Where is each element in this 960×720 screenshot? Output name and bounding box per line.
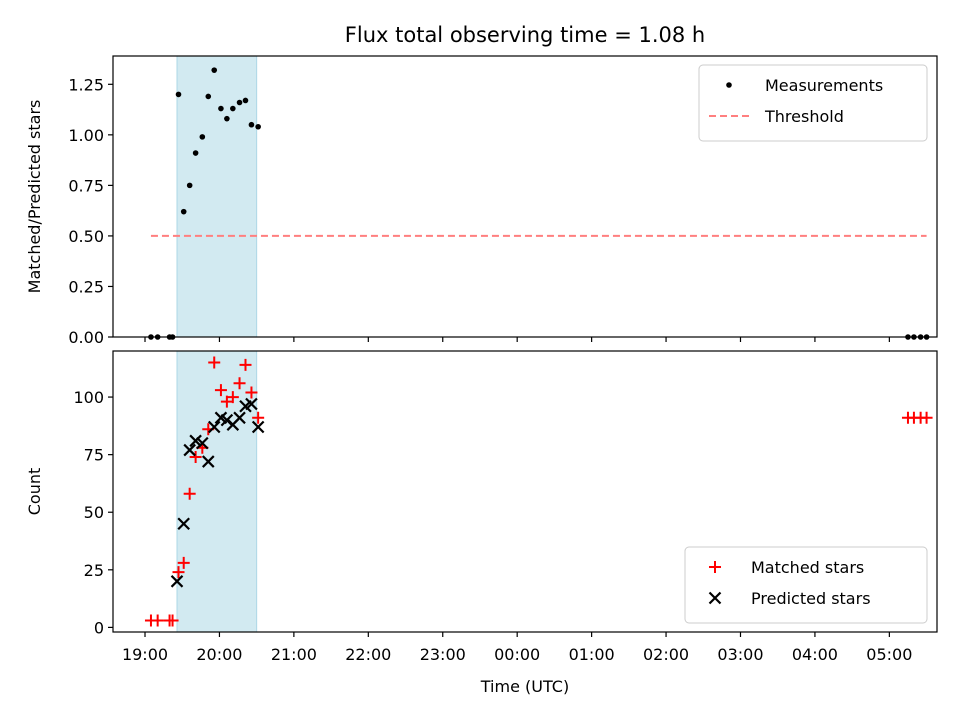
measurement-point xyxy=(255,123,261,130)
measurement-point xyxy=(230,105,236,112)
measurement-point xyxy=(218,105,224,112)
y-axis-label: Count xyxy=(25,468,44,516)
matched-star-point xyxy=(166,614,179,627)
matched-star-point xyxy=(252,411,265,424)
x-tick-label: 04:00 xyxy=(792,645,838,664)
predicted-star-point xyxy=(177,517,190,531)
y-tick-label: 0.25 xyxy=(68,277,104,296)
legend-label: Threshold xyxy=(764,107,844,126)
matched-star-point xyxy=(177,556,190,569)
count-panel: 0 25 50 75 100 19:00 20:00 21:00 22:00 23:00 00:00… xyxy=(25,350,938,696)
legend-label: Predicted stars xyxy=(751,589,871,608)
x-tick-label: 05:00 xyxy=(866,645,912,664)
measurement-point xyxy=(242,97,249,104)
legend-label: Measurements xyxy=(765,76,883,95)
y-tick-label: 0.75 xyxy=(68,176,104,195)
matched-star-point xyxy=(239,358,252,371)
matched-star-point xyxy=(172,566,185,579)
y-tick-label: 75 xyxy=(84,446,104,465)
matched-star-point xyxy=(183,487,196,500)
y-tick-label: 100 xyxy=(73,388,104,407)
measurement-point xyxy=(186,182,193,189)
matched-star-point xyxy=(214,384,227,397)
legend-box xyxy=(684,546,928,624)
y-tick-label: 0.00 xyxy=(68,328,104,347)
series-matched-stars xyxy=(144,356,933,627)
y-axis-label: Matched/Predicted stars xyxy=(25,100,44,294)
y-tick-label: 1.00 xyxy=(68,126,104,145)
predicted-star-point xyxy=(170,575,184,588)
x-tick-label: 21:00 xyxy=(271,645,317,664)
measurement-point xyxy=(199,134,206,140)
predicted-star-point xyxy=(183,443,196,457)
measurement-point xyxy=(205,93,212,100)
matched-star-point xyxy=(208,356,221,369)
axes-frame xyxy=(112,350,938,633)
x-axis-label: Time (UTC) xyxy=(480,677,569,696)
x-tick-label: 19:00 xyxy=(122,645,168,664)
legend-measurements-marker xyxy=(726,82,732,88)
predicted-star-point xyxy=(196,436,209,450)
x-tick-label: 20:00 xyxy=(196,645,242,664)
measurement-point xyxy=(211,67,218,73)
ratio-panel: 0.00 0.25 0.50 0.75 1.00 1.25 Matched/Predicte… xyxy=(25,55,938,347)
y-tick-label: 1.25 xyxy=(68,75,104,94)
matched-star-point xyxy=(233,377,246,390)
y-tick-label: 0.50 xyxy=(68,227,104,246)
x-tick-label: 22:00 xyxy=(345,645,391,664)
predicted-star-point xyxy=(233,411,246,425)
y-tick-label: 50 xyxy=(84,503,104,522)
x-tick-label: 23:00 xyxy=(420,645,466,664)
series-predicted-stars xyxy=(170,397,265,588)
matched-star-point xyxy=(151,614,164,627)
predicted-star-point xyxy=(189,434,202,448)
matched-star-point xyxy=(245,386,258,399)
measurement-point xyxy=(224,115,230,122)
predicted-star-point xyxy=(251,420,265,434)
measurement-point xyxy=(248,121,255,128)
matched-star-point xyxy=(920,411,933,424)
predicted-star-point xyxy=(207,420,221,434)
x-tick-label: 01:00 xyxy=(569,645,615,664)
measurement-point xyxy=(180,208,187,215)
legend-label: Matched stars xyxy=(751,558,864,577)
axes-frame xyxy=(112,55,938,338)
measurement-point xyxy=(175,91,182,98)
x-tick-label: 00:00 xyxy=(494,645,540,664)
measurement-point xyxy=(236,99,243,106)
predicted-star-point xyxy=(201,455,215,468)
chart-title: Flux total observing time = 1.08 h xyxy=(345,23,705,47)
observing-window-span xyxy=(176,55,258,338)
matched-star-point xyxy=(226,391,239,404)
legend-box xyxy=(698,64,928,142)
x-tick-label: 02:00 xyxy=(643,645,689,664)
y-tick-label: 0 xyxy=(94,618,104,637)
measurement-point xyxy=(192,150,199,156)
predicted-star-point xyxy=(245,397,258,411)
legend-matched-marker xyxy=(709,561,721,573)
legend: Matched stars Predicted stars xyxy=(684,546,928,624)
legend: Measurements Threshold xyxy=(698,64,928,142)
y-tick-label: 25 xyxy=(84,561,104,580)
matched-star-point xyxy=(189,450,202,463)
legend-predicted-marker xyxy=(708,591,722,605)
x-tick-label: 03:00 xyxy=(717,645,763,664)
